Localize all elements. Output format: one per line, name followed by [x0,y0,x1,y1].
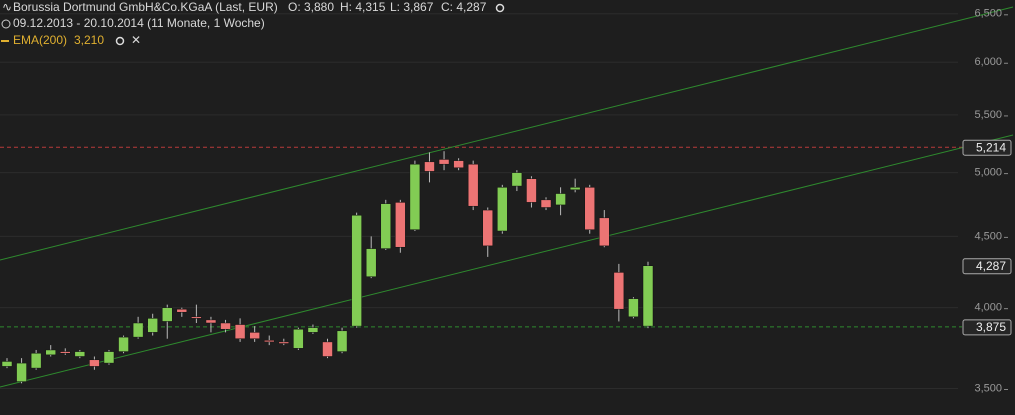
candle-body [395,202,406,248]
settings-icon[interactable] [495,3,505,13]
y-axis: 3,500 4,000 4,500 5,000 5,500 6,000 6,500 5,214… [962,8,1012,394]
candle-body [584,187,595,230]
candle-body [132,322,144,338]
candle-body [336,330,348,352]
close-icon[interactable]: ✕ [131,33,141,47]
candle-body [220,322,231,330]
price-tag-label: 5,214 [976,140,1006,154]
price-tag [962,139,1012,156]
icon: ∿ [2,0,12,14]
candle-body [613,272,625,310]
candle-body [162,307,173,322]
plot [1,151,654,384]
candle-body [409,163,421,230]
candle-body [511,172,523,187]
candle-body [30,352,42,369]
candle-body [45,349,56,356]
clock-icon [1,19,11,29]
candle-body [497,187,508,232]
candle-body [482,209,493,247]
candle-body [380,203,392,249]
candle-body [249,332,260,339]
candle-body [351,214,362,327]
y-tick-label: 4,500 [974,230,1002,242]
candle-body [365,248,377,277]
candle-body [322,341,333,357]
y-tick-label: 5,000 [974,167,1002,179]
candle-body [191,316,202,319]
y-tick-label: 6,000 [974,56,1002,68]
candle-body [89,359,100,367]
title: Borussia Dortmund GmbH&Co.KGaA (Last, EU… [13,0,278,14]
candle-body [234,324,246,339]
low-value: L: 3,867 [390,0,434,14]
candle-body [176,308,188,313]
candle-body [569,187,581,191]
indicator: EMA(200) [13,33,67,47]
candle-body [467,163,479,207]
candle-body [628,298,639,318]
candle-body [453,160,464,169]
indicator-value: 3,210 [74,33,104,47]
open-value: O: 3,880 [288,0,334,14]
candle-body [147,318,158,333]
y-tick-label: 3,500 [974,382,1002,394]
candle-body [307,327,319,333]
grid [0,13,962,389]
candle-body [642,265,654,327]
price-tag [962,258,1012,275]
candle-body [526,178,537,203]
y-tick-label: 4,000 [974,302,1002,314]
candle-body [60,351,71,354]
settings-icon[interactable] [115,36,125,46]
candle-body [205,319,217,324]
candle-body [103,351,115,364]
candle-body [540,199,552,208]
y-tick-label: 6,500 [974,8,1002,20]
trend-line [0,134,1014,388]
candle-body [118,336,129,352]
high-value: H: 4,315 [340,0,386,14]
header: ∿ Borussia Dortmund GmbH&Co.KGaA (Last, … [1,0,505,47]
candle-body [1,361,13,367]
candle-body [438,159,450,165]
candle-body [555,193,566,206]
candle-body [16,362,27,382]
candle-body [263,340,275,343]
period: 09.12.2013 - 20.10.2014 (11 Monate, 1 Wo… [13,16,265,30]
price-tag-label: 4,287 [976,259,1006,273]
price-tag-label: 3,875 [976,320,1006,334]
candle-body [74,351,86,357]
candle-body [424,161,435,172]
candle-body [293,328,304,349]
close-value: C: 4,287 [441,0,487,14]
candle-body [599,217,610,247]
candle-body [278,341,290,344]
trend-line [0,6,1014,261]
price-tag [962,319,1012,336]
y-tick-label: 5,500 [974,109,1002,121]
